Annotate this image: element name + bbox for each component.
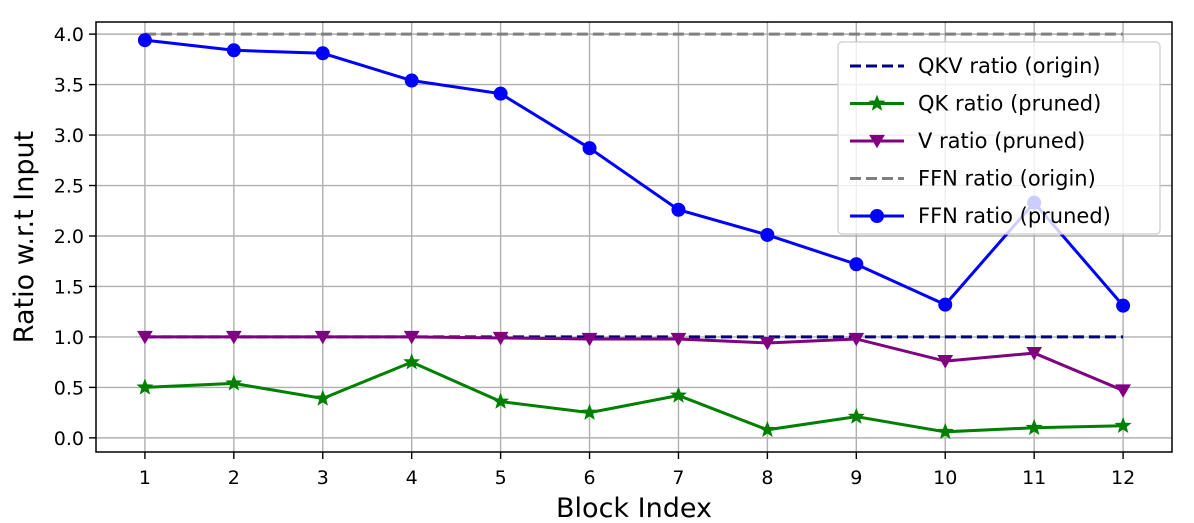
data-point-ffn-ratio-pruned [315,46,330,61]
series-lines [136,32,1132,440]
series-line-qk-ratio-pruned [144,360,1124,434]
data-point-ffn-ratio-pruned [760,227,775,242]
x-tick-label: 11 [1022,467,1046,489]
data-point-ffn-ratio-pruned [137,33,152,48]
legend-label: V ratio (pruned) [918,129,1085,153]
y-tick-label: 3.5 [54,75,84,97]
data-point-v-ratio-pruned [937,355,954,369]
legend-marker [870,209,884,223]
data-point-v-ratio-pruned [759,336,776,351]
data-point-v-ratio-pruned [848,332,865,347]
legend-label: QK ratio (pruned) [918,92,1101,116]
y-tick-label: 0.0 [54,428,84,450]
legend-label: QKV ratio (origin) [918,54,1101,78]
data-point-ffn-ratio-pruned [671,202,686,217]
series-v-ratio-pruned [137,330,1131,398]
data-point-ffn-ratio-pruned [582,141,597,156]
data-point-qk-ratio-pruned [314,389,332,406]
data-point-v-ratio-pruned [581,332,598,347]
data-point-ffn-ratio-pruned [404,73,419,88]
data-point-ffn-ratio-pruned [1116,298,1131,313]
axis-ticks: 1 2 3 4 5 6 7 8 9 10 11 120.00.51.01.52.02.53.03.54… [54,24,1135,489]
legend-box [837,41,1161,235]
data-point-qk-ratio-pruned [847,407,865,424]
legend-entry: FFN ratio (origin) [850,167,1096,191]
legend: QKV ratio (origin) QK ratio (pruned) V rat… [837,41,1161,235]
data-point-ffn-ratio-pruned [938,297,953,312]
data-point-v-ratio-pruned [314,330,331,345]
data-point-qk-ratio-pruned [1114,416,1132,433]
x-axis-label: Block Index [556,493,712,523]
legend-marker [869,134,885,149]
data-point-ffn-ratio-pruned [226,43,241,58]
y-tick-label: 0.5 [54,377,84,399]
data-point-qk-ratio-pruned [1025,418,1043,435]
legend-entry: FFN ratio (pruned) [850,204,1111,228]
data-point-qk-ratio-pruned [758,420,776,437]
y-tick-label: 2.5 [54,176,84,198]
legend-label: FFN ratio (pruned) [918,204,1111,228]
legend-entry: V ratio (pruned) [850,129,1085,153]
x-tick-label: 8 [761,467,773,489]
data-point-qk-ratio-pruned [581,403,598,420]
legend-marker [868,94,886,111]
x-tick-label: 9 [850,467,862,489]
legend-label: FFN ratio (origin) [918,167,1096,191]
data-point-qk-ratio-pruned [136,378,154,395]
x-tick-label: 6 [583,467,595,489]
data-point-qk-ratio-pruned [492,392,510,409]
data-point-v-ratio-pruned [225,330,242,345]
y-tick-label: 4.0 [54,24,84,46]
data-point-ffn-ratio-pruned [493,86,508,101]
series-qk-ratio-pruned [136,353,1132,440]
x-tick-label: 12 [1111,467,1135,489]
series-ffn-ratio-pruned [137,33,1131,313]
data-point-qk-ratio-pruned [225,374,243,391]
y-axis-label: Ratio w.r.t Input [9,131,40,343]
y-tick-label: 2.0 [54,226,84,248]
y-tick-label: 1.5 [54,276,84,298]
plot-frame [95,21,1173,453]
y-tick-label: 3.0 [54,125,84,147]
series-line-ffn-ratio-pruned [144,38,1125,307]
data-point-v-ratio-pruned [670,332,687,347]
data-point-v-ratio-pruned [137,330,153,345]
legend-entry: QK ratio (pruned) [850,92,1101,116]
series-line-v-ratio-pruned [144,335,1124,392]
x-tick-label: 2 [228,467,240,489]
x-tick-label: 5 [495,467,507,489]
data-point-qk-ratio-pruned [403,353,421,370]
x-tick-label: 3 [317,467,329,489]
data-point-v-ratio-pruned [492,331,509,346]
data-point-qk-ratio-pruned [669,386,687,403]
x-tick-label: 7 [672,467,684,489]
legend-entry: QKV ratio (origin) [850,54,1101,78]
data-point-v-ratio-pruned [1115,384,1131,398]
data-point-ffn-ratio-pruned [849,257,864,272]
x-tick-label: 10 [933,467,957,489]
data-point-v-ratio-pruned [1026,346,1043,361]
y-tick-label: 1.0 [54,327,84,349]
x-tick-label: 4 [406,467,418,489]
x-tick-label: 1 [139,467,151,489]
data-point-v-ratio-pruned [403,330,420,345]
data-point-qk-ratio-pruned [936,422,954,440]
